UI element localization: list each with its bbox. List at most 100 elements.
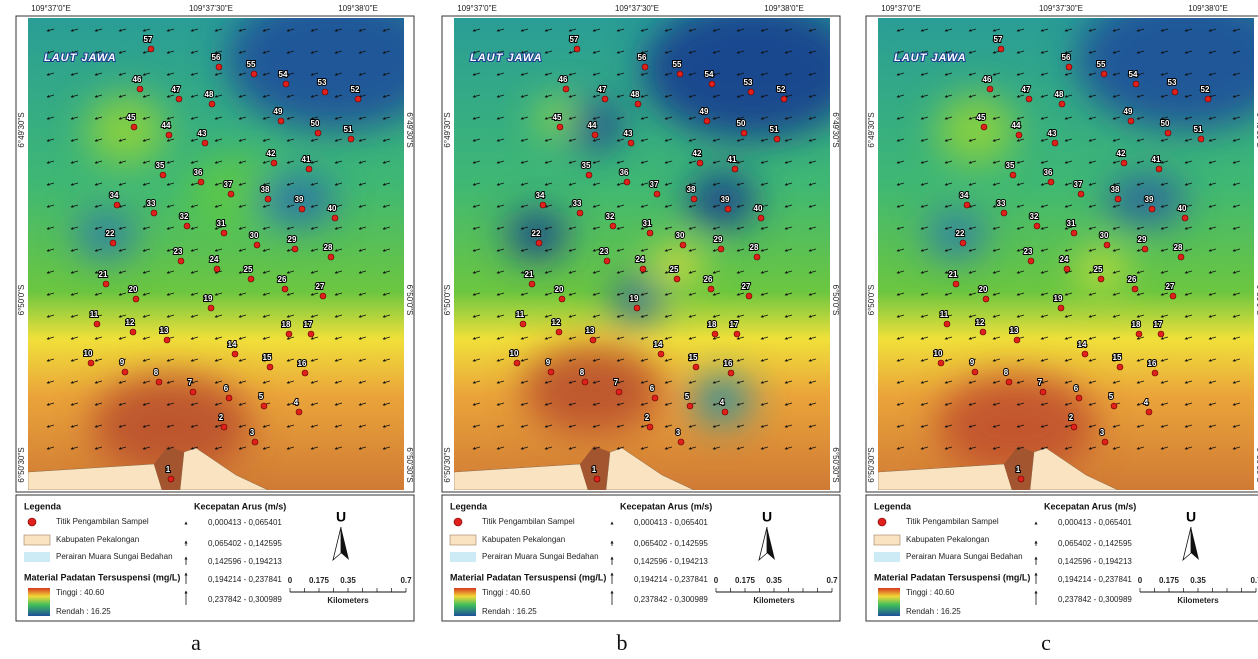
sample-point — [641, 63, 649, 71]
station-label: 19 — [204, 294, 213, 303]
sample-point — [298, 205, 306, 213]
current-arrow — [896, 424, 905, 428]
current-arrow — [262, 380, 271, 384]
current-arrow — [944, 292, 953, 296]
current-arrow — [1232, 204, 1241, 208]
current-arrow — [1088, 380, 1097, 384]
current-arrow — [992, 72, 1001, 76]
current-arrow — [736, 116, 745, 120]
current-arrow — [1040, 248, 1049, 252]
current-arrow — [920, 28, 929, 32]
current-arrow — [520, 402, 529, 406]
current-arrow — [1016, 314, 1025, 318]
current-arrow — [46, 314, 55, 318]
tss-blob — [186, 155, 286, 235]
current-arrow — [1208, 50, 1217, 54]
sample-point — [963, 201, 971, 209]
station-label: 32 — [606, 212, 615, 221]
current-arrow — [94, 248, 103, 252]
sample-point — [1148, 205, 1156, 213]
current-arrow — [736, 72, 745, 76]
sample-point — [585, 171, 593, 179]
current-arrow — [310, 94, 319, 98]
station-label: 24 — [210, 255, 219, 264]
current-arrow — [640, 358, 649, 362]
current-arrow — [544, 270, 553, 274]
sample-point — [1131, 285, 1139, 293]
current-arrow — [190, 226, 199, 230]
current-arrow — [736, 182, 745, 186]
current-arrow — [166, 270, 175, 274]
current-arrow — [712, 116, 721, 120]
current-arrow — [568, 116, 577, 120]
current-arrow — [382, 116, 391, 120]
station-label: 36 — [620, 168, 629, 177]
map-panel: LAUT JAWA1234567891011121314151617181920… — [15, 4, 415, 655]
sample-point — [773, 135, 781, 143]
current-arrow — [736, 270, 745, 274]
current-arrow — [1112, 138, 1121, 142]
current-arrow — [1064, 204, 1073, 208]
current-arrow — [896, 402, 905, 406]
current-arrow — [70, 72, 79, 76]
current-arrow — [520, 336, 529, 340]
current-arrow — [238, 380, 247, 384]
current-arrow — [1064, 182, 1073, 186]
current-arrow — [496, 160, 505, 164]
current-arrow — [1208, 138, 1217, 142]
station-label: 1 — [1016, 465, 1021, 474]
current-arrow — [568, 270, 577, 274]
current-arrow — [520, 204, 529, 208]
current-arrow — [616, 94, 625, 98]
current-arrow — [568, 446, 577, 450]
current-arrow — [968, 446, 977, 450]
current-arrow — [166, 358, 175, 362]
station-label: 27 — [1166, 282, 1175, 291]
current-arrow — [640, 94, 649, 98]
tss-blob — [612, 278, 662, 322]
current-arrow — [214, 72, 223, 76]
station-label: 24 — [1060, 255, 1069, 264]
latitude-label: 6°50'0"S — [443, 285, 452, 316]
latitude-label: 6°50'30"S — [1255, 447, 1258, 482]
current-arrow — [896, 336, 905, 340]
current-arrow — [520, 226, 529, 230]
current-arrow — [1064, 314, 1073, 318]
current-arrow — [382, 138, 391, 142]
current-arrow — [1160, 28, 1169, 32]
current-arrow — [1208, 424, 1217, 428]
current-arrow — [1112, 226, 1121, 230]
current-arrow — [736, 336, 745, 340]
current-arrow — [544, 204, 553, 208]
current-arrow — [166, 204, 175, 208]
current-arrow — [262, 138, 271, 142]
current-arrow — [544, 380, 553, 384]
sample-point — [1197, 135, 1205, 143]
current-arrow — [1088, 314, 1097, 318]
current-arrow — [640, 28, 649, 32]
current-arrow — [896, 116, 905, 120]
current-arrow — [1136, 50, 1145, 54]
current-arrow — [190, 72, 199, 76]
station-label: 26 — [278, 275, 287, 284]
current-arrow — [262, 50, 271, 54]
current-arrow — [544, 94, 553, 98]
current-arrow — [712, 204, 721, 208]
current-arrow — [760, 446, 769, 450]
station-label: 55 — [673, 60, 682, 69]
current-arrow — [496, 292, 505, 296]
station-label: 13 — [586, 326, 595, 335]
station-label: 44 — [1012, 121, 1021, 130]
current-arrow — [568, 358, 577, 362]
latitude-label: 6°49'30"S — [867, 112, 876, 147]
current-arrow — [334, 336, 343, 340]
current-arrow — [992, 314, 1001, 318]
current-arrow — [286, 380, 295, 384]
current-arrow — [238, 28, 247, 32]
current-arrow — [712, 314, 721, 318]
current-arrow — [118, 248, 127, 252]
sample-point — [227, 190, 235, 198]
current-arrow — [520, 138, 529, 142]
sample-point — [250, 70, 258, 78]
current-arrow — [992, 204, 1001, 208]
